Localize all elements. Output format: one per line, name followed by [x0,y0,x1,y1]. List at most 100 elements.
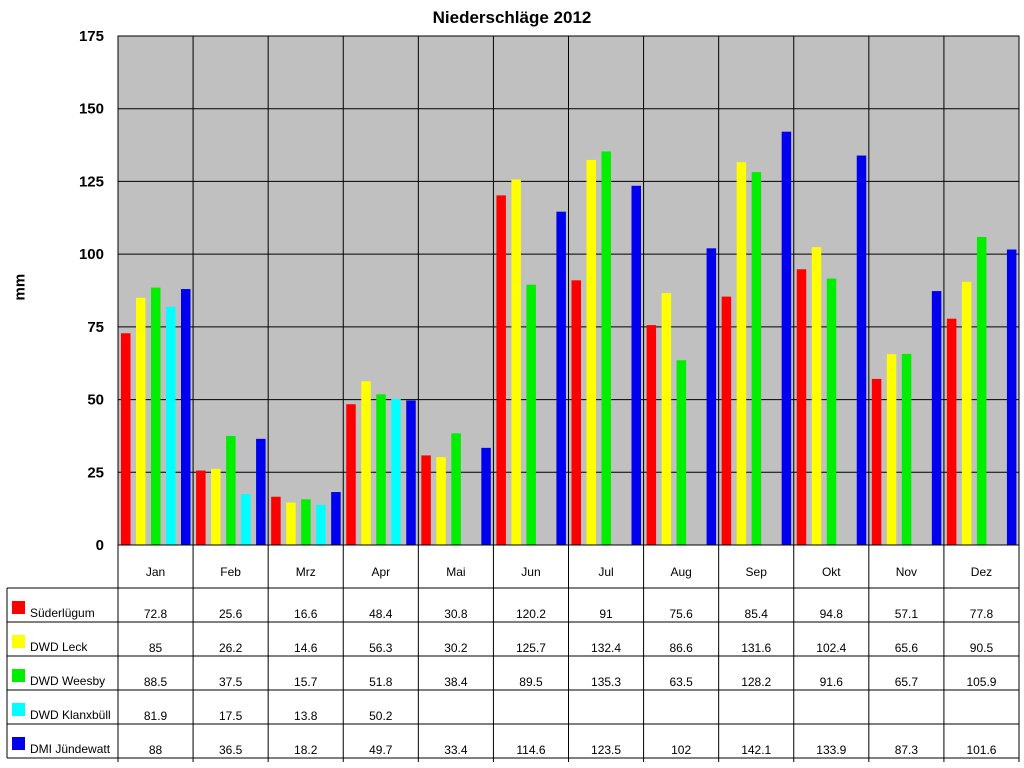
bar [346,404,356,545]
table-cell-value: 18.2 [294,743,318,757]
table-cell-value: 36.5 [219,743,243,757]
bar [721,296,732,545]
bar [646,325,657,545]
table-cell-value: 75.6 [669,607,693,621]
x-category-label: Jun [521,565,540,579]
table-cell-value: 81.9 [144,709,168,723]
bar [661,293,672,545]
table-cell-value: 57.1 [895,607,919,621]
table-cell-value: 65.7 [895,675,919,689]
bar [796,269,807,545]
bar [1006,249,1017,545]
x-category-label: Apr [371,565,390,579]
legend-swatch [12,737,25,750]
legend-swatch [12,601,25,614]
legend-label: DWD Klanxbüll [30,708,111,722]
table-cell-value: 128.2 [741,675,771,689]
x-category-label: Mrz [296,565,316,579]
table-cell-value: 133.9 [816,743,846,757]
bar [121,333,131,545]
legend-swatch [12,669,25,682]
bar [451,433,461,545]
table-cell-value: 94.8 [820,607,844,621]
table-cell-value: 30.2 [444,641,468,655]
table-cell-value: 85 [149,641,163,655]
table-cell-value: 102 [671,743,691,757]
bar [226,435,236,545]
table-cell-value: 88 [149,743,163,757]
bar [361,381,371,545]
legend-label: DWD Leck [30,640,88,654]
bar [586,159,596,545]
table-cell-value: 15.7 [294,675,318,689]
y-tick-label: 75 [87,319,104,336]
table-cell-value: 33.4 [444,743,468,757]
legend-label: DWD Weesby [30,674,105,688]
bar [436,457,446,545]
x-category-label: Okt [822,565,841,579]
bar [556,211,566,545]
bar [676,360,687,545]
table-cell-value: 125.7 [516,641,546,655]
y-tick-label: 175 [79,28,104,45]
x-category-label: Aug [670,565,691,579]
table-cell-value: 37.5 [219,675,243,689]
table-cell-value: 88.5 [144,675,168,689]
bar [811,247,822,545]
bar [511,179,521,545]
bar [871,378,882,545]
bar [931,291,942,545]
table-cell-value: 50.2 [369,709,393,723]
x-category-label: Jan [146,565,165,579]
bar [826,278,837,545]
bar [601,151,611,546]
table-cell-value: 114.6 [516,743,545,757]
table-cell-value: 89.5 [519,675,543,689]
bar [316,504,326,545]
table-cell-value: 48.4 [369,607,393,621]
table-cell-value: 13.8 [294,709,318,723]
table-cell-value: 91 [599,607,613,621]
table-cell-value: 105.9 [966,675,996,689]
x-category-label: Sep [746,565,768,579]
bar [481,447,491,545]
bar [406,400,416,545]
table-cell-value: 142.1 [741,743,771,757]
y-tick-label: 125 [79,173,104,190]
x-category-label: Dez [971,565,992,579]
table-cell-value: 131.6 [741,641,771,655]
table-cell-value: 63.5 [669,675,693,689]
legend-swatch [12,703,25,716]
table-cell-value: 101.6 [966,743,996,757]
table-cell-value: 16.6 [294,607,318,621]
bar [136,297,146,545]
legend-label: Süderlügum [30,606,95,620]
bar [286,502,296,545]
bar [946,318,957,545]
table-cell-value: 25.6 [219,607,243,621]
table-cell-value: 65.6 [895,641,919,655]
bar [331,492,341,545]
table-cell-value: 14.6 [294,641,318,655]
bar [736,162,747,545]
bar [976,236,987,545]
bar [886,354,897,545]
table-cell-value: 135.3 [591,675,621,689]
table-cell-value: 26.2 [219,641,243,655]
table-cell-value: 56.3 [369,641,393,655]
y-tick-label: 100 [79,246,104,263]
table-cell-value: 72.8 [144,607,168,621]
bar [301,499,311,545]
bar [961,281,972,545]
bar [181,289,191,545]
y-tick-label: 150 [79,101,104,118]
table-cell-value: 91.6 [820,675,844,689]
legend-label: DMI Jündewatt [30,742,111,756]
x-category-label: Mai [446,565,465,579]
bar [901,353,912,545]
x-category-label: Feb [220,565,241,579]
bar [376,394,386,545]
y-tick-label: 0 [96,537,104,554]
bar [241,494,251,545]
